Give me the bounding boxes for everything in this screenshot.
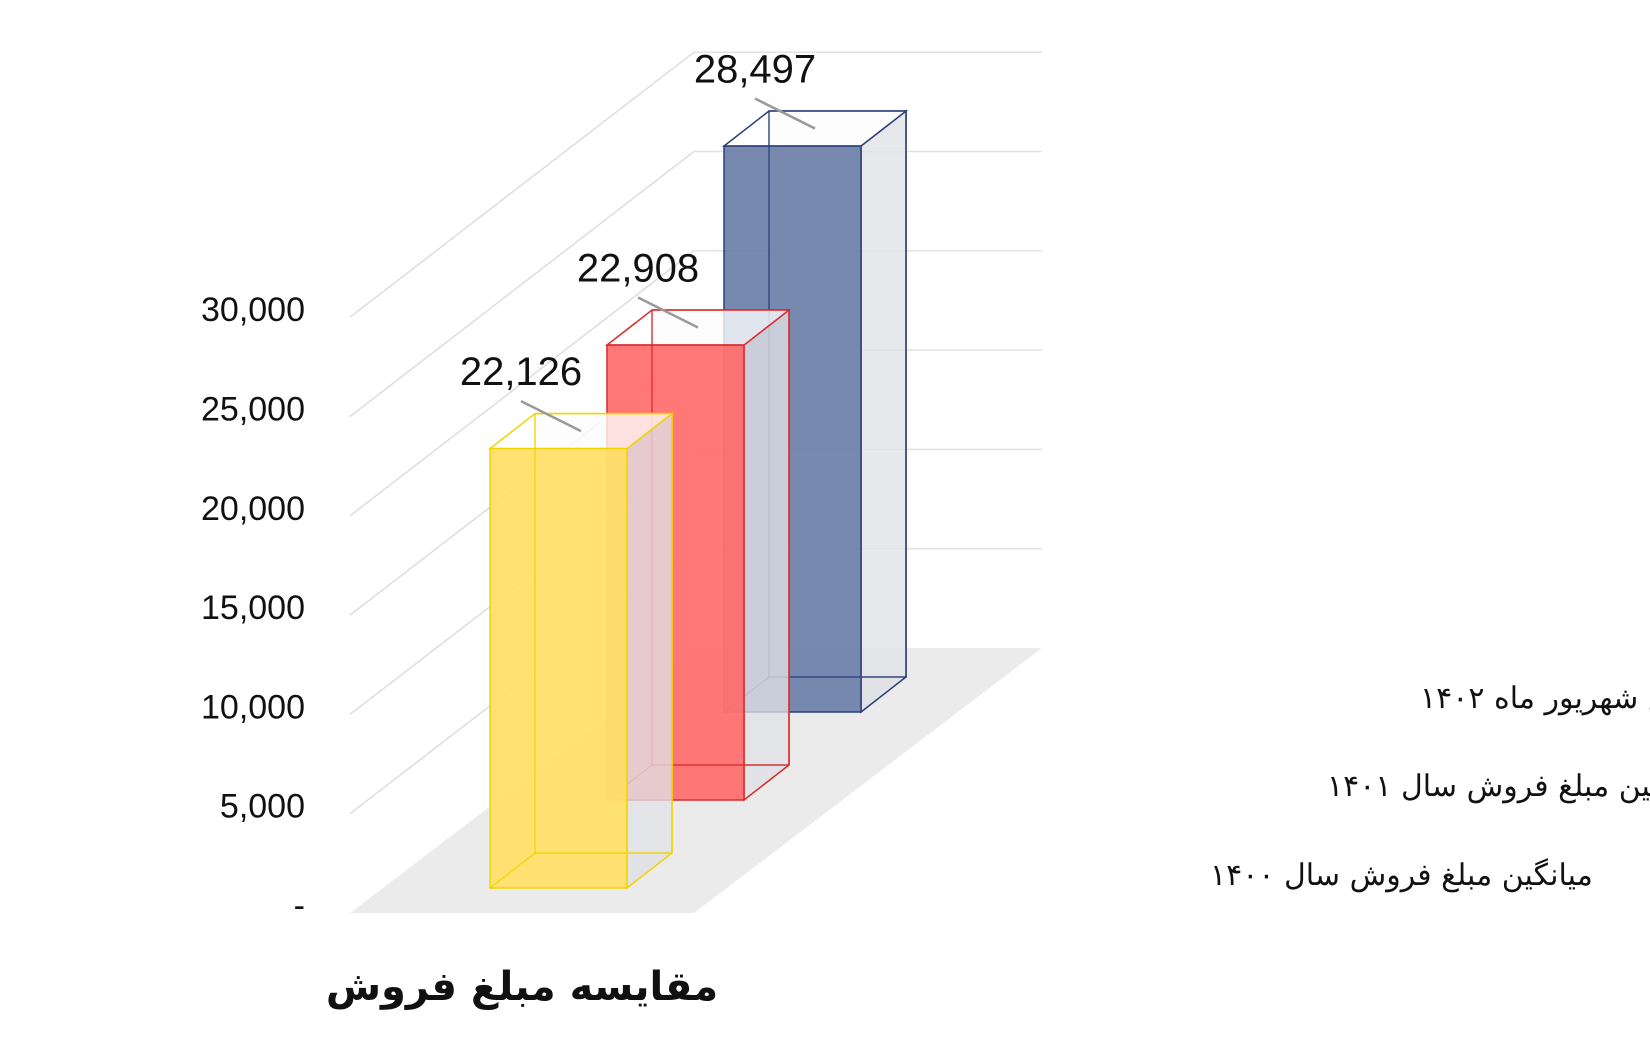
bar-side-face — [860, 109, 907, 714]
bar-inner-edge — [489, 852, 536, 889]
y-tick-label: 30,000 — [201, 291, 305, 329]
y-tick-label: 25,000 — [201, 391, 305, 429]
series-label: مبلغ فروش شهریور ماه ۱۴۰۲ — [1420, 681, 1650, 716]
gridline-side — [349, 51, 695, 318]
y-tick-label: 15,000 — [201, 589, 305, 627]
bars — [487, 109, 909, 890]
bar-side-face — [743, 308, 790, 802]
gridline-side — [349, 150, 695, 418]
data-labels: 28,497 22,908 22,126 — [460, 48, 816, 433]
y-tick-label: 5,000 — [220, 788, 305, 826]
series-labels: میانگین مبلغ فروش سال ۱۴۰۰ میانگین مبلغ ف… — [1210, 681, 1650, 893]
leader-line — [520, 399, 582, 433]
series-label: میانگین مبلغ فروش سال ۱۴۰۰ — [1210, 858, 1593, 893]
y-tick-label: - — [294, 887, 305, 925]
y-tick-label: 20,000 — [201, 490, 305, 528]
data-label: 22,908 — [577, 247, 699, 291]
data-label: 28,497 — [694, 48, 816, 92]
x-axis-title: مقایسه مبلغ فروش — [326, 964, 718, 1010]
leader-line — [754, 97, 816, 130]
series-label: میانگین مبلغ فروش سال ۱۴۰۱ — [1327, 769, 1650, 804]
y-tick-label: 10,000 — [201, 688, 305, 726]
bar-side-face — [626, 412, 673, 890]
bar-front-face — [489, 447, 628, 889]
bar — [487, 412, 675, 890]
leader-line — [637, 296, 699, 329]
gridline-side — [349, 250, 695, 517]
y-axis-ticks: - 5,000 10,000 15,000 20,000 25,000 30,000 — [201, 291, 305, 925]
data-label: 22,126 — [460, 350, 582, 394]
